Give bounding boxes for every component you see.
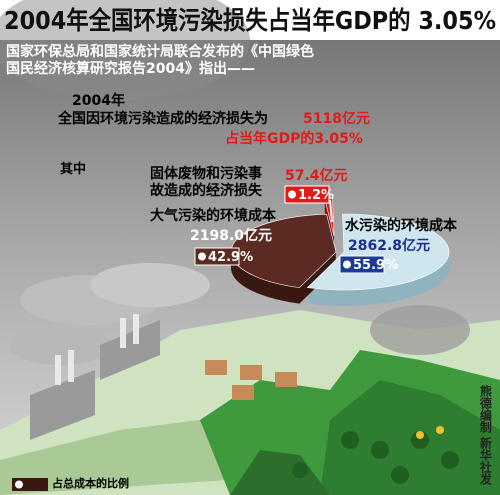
category-label: 水污染的环境成本 xyxy=(345,218,457,234)
badge-icon xyxy=(343,260,351,269)
value-badge xyxy=(284,185,330,204)
year: 2004年 xyxy=(72,93,125,109)
leader-line xyxy=(329,199,333,223)
value-label: 1.2% xyxy=(298,188,334,203)
value-label: 42.9% xyxy=(208,250,253,265)
value-badge xyxy=(339,255,385,274)
credit: 熊德编制 新华社发 xyxy=(478,385,493,486)
legend-label: 占总成本的比例 xyxy=(52,477,129,490)
amount-label: 57.4亿元 xyxy=(285,168,348,184)
pie-slice xyxy=(230,213,337,288)
gdp-share: 占当年GDP的3.05% xyxy=(225,131,363,147)
total: 5118亿元 xyxy=(303,111,370,127)
category-label: 大气污染的环境成本 xyxy=(150,208,276,224)
intro: 全国因环境污染造成的经济损失为 xyxy=(58,111,268,127)
breakdown-label: 其中 xyxy=(60,162,87,177)
category-label: 固体废物和污染事故造成的经济损失 xyxy=(150,166,262,199)
value-badge xyxy=(194,247,240,266)
amount-label: 2198.0亿元 xyxy=(190,228,273,244)
legend-icon xyxy=(15,480,23,489)
badge-icon xyxy=(288,190,296,199)
value-label: 55.9% xyxy=(353,258,398,273)
badge-icon xyxy=(198,252,206,261)
subtitle: 国家环保总局和国家统计局联合发布的《中国绿色国民经济核算研究报告2004》指出—… xyxy=(6,44,314,77)
chart-title: 2004年全国环境污染损失占当年GDP的 3.05% xyxy=(4,6,496,35)
amount-label: 2862.8亿元 xyxy=(348,238,431,254)
